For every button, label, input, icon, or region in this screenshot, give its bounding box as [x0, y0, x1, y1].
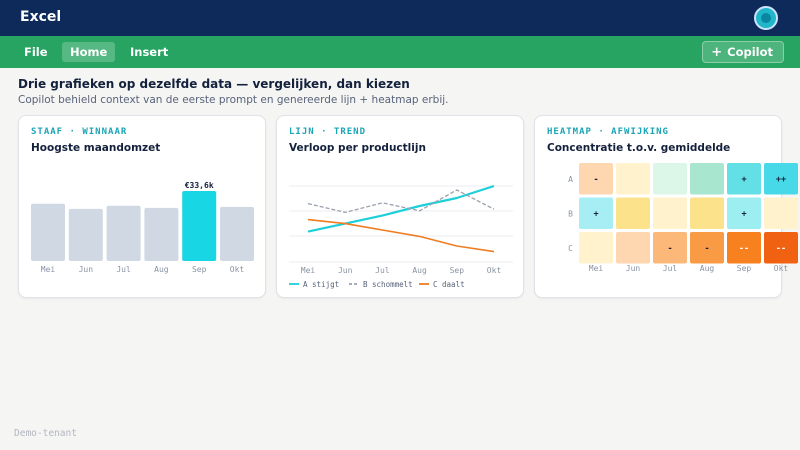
user-avatar[interactable] — [754, 6, 778, 30]
bar-chart: Mei Jun Jul Aug Sep €33,6k Okt — [31, 181, 254, 274]
series-line-3 — [307, 218, 495, 253]
heatmap-col-label: Jun — [626, 264, 641, 273]
legend-label: B schommelt — [363, 280, 413, 289]
heatmap-cell — [579, 163, 613, 195]
heatmap-cell-label: -- — [739, 244, 749, 254]
heatmap-cell — [653, 197, 687, 229]
heatmap-cell — [579, 232, 613, 264]
bar-tick-label: Sep — [192, 265, 207, 274]
heatmap-col-label: Aug — [700, 264, 715, 273]
bar-sep — [182, 191, 217, 261]
line-tick-label: Sep — [450, 266, 465, 275]
heatmap-col-label: Sep — [737, 264, 752, 273]
card-title: Verloop per productlijn — [289, 142, 426, 154]
bar-tick-label: Jun — [79, 265, 94, 274]
heatmap-row-label: C — [568, 244, 573, 253]
series-line-1 — [307, 184, 495, 233]
bar-aug — [144, 207, 179, 261]
heatmap-col-label: Mei — [589, 264, 604, 273]
app-title: Excel — [20, 9, 62, 25]
page-subheading: Copilot behield context van de eerste pr… — [18, 94, 449, 106]
heatmap-cell — [653, 232, 687, 264]
heatmap-cell-label: + — [741, 175, 746, 185]
heatmap-card[interactable]: HEATMAP · AFWIJKING Concentratie t.o.v. … — [534, 115, 798, 298]
tab-file[interactable]: File — [24, 45, 48, 59]
line-tick-label: Jul — [375, 266, 390, 275]
heatmap-row-label: A — [568, 175, 573, 184]
heatmap-cell-label: - — [593, 175, 598, 185]
heatmap-cell-label: + — [741, 209, 746, 219]
line-tick-label: Aug — [412, 266, 427, 275]
heatmap-col-label: Jul — [663, 264, 678, 273]
bar-jun — [68, 208, 103, 261]
tab-home[interactable]: Home — [62, 42, 116, 62]
bar-tick-label: Okt — [230, 265, 245, 274]
line-tick-label: Mei — [301, 266, 316, 275]
card-eyebrow: LIJN · TREND — [289, 127, 367, 137]
heatmap-cell — [727, 232, 761, 264]
legend-label: C daalt — [433, 280, 465, 289]
heatmap-cell-label: ++ — [776, 175, 786, 185]
bar-okt — [220, 206, 254, 261]
bar-tick-label: Aug — [154, 265, 169, 274]
heatmap-row-label: B — [568, 209, 573, 218]
page-heading: Drie grafieken op dezelfde data — vergel… — [18, 77, 410, 91]
title-bar: Excel — [0, 0, 800, 36]
tab-insert[interactable]: Insert — [130, 45, 169, 59]
line-chart-card[interactable]: LIJN · TREND Verloop per productlijn Mei… — [276, 115, 524, 298]
heatmap-cell — [690, 163, 724, 195]
bar-jul — [106, 205, 141, 261]
bar-tick-label: Jul — [116, 265, 131, 274]
heatmap-cell-label: - — [667, 244, 672, 254]
heatmap-cell — [616, 163, 650, 195]
bar-chart-card[interactable]: STAAF · WINNAAR Hoogste maandomzet Mei Ju… — [18, 115, 266, 298]
copilot-button[interactable]: + Copilot — [702, 41, 784, 63]
series-line-2 — [307, 189, 495, 214]
bar-mei — [31, 203, 65, 261]
bar-tick-label: Mei — [41, 265, 56, 274]
heatmap-cell — [764, 232, 798, 264]
heatmap-cell — [579, 197, 613, 229]
heatmap-cell — [764, 197, 798, 229]
heatmap-cell-label: -- — [776, 244, 786, 254]
card-eyebrow: HEATMAP · AFWIJKING — [547, 127, 669, 137]
heatmap-chart: A - + ++B + +C - - -- --Mei Jun Jul Aug Sep Okt — [568, 163, 798, 273]
tenant-label: Demo-tenant — [14, 428, 77, 439]
heatmap-cell — [690, 232, 724, 264]
line-tick-label: Jun — [338, 266, 353, 275]
sparkle-plus-icon: + — [711, 45, 723, 60]
heatmap-cell-label: + — [593, 209, 598, 219]
line-chart: Mei Jun Jul Aug Sep Okt A stijgt B schommelt C d… — [289, 184, 513, 289]
card-title: Hoogste maandomzet — [31, 142, 161, 154]
bar-highlight-label: €33,6k — [185, 181, 214, 190]
heatmap-cell — [727, 197, 761, 229]
heatmap-cell — [764, 163, 798, 195]
legend-label: A stijgt — [303, 280, 339, 289]
heatmap-cell-label: - — [704, 244, 709, 254]
heatmap-cell — [727, 163, 761, 195]
card-title: Concentratie t.o.v. gemiddelde — [547, 142, 731, 154]
copilot-label: Copilot — [727, 45, 773, 59]
line-tick-label: Okt — [487, 266, 502, 275]
heatmap-cell — [653, 163, 687, 195]
heatmap-cell — [690, 197, 724, 229]
ribbon: File Home Insert + Copilot — [0, 36, 800, 68]
heatmap-col-label: Okt — [774, 264, 789, 273]
heatmap-cell — [616, 232, 650, 264]
heatmap-cell — [616, 197, 650, 229]
card-eyebrow: STAAF · WINNAAR — [31, 127, 128, 137]
